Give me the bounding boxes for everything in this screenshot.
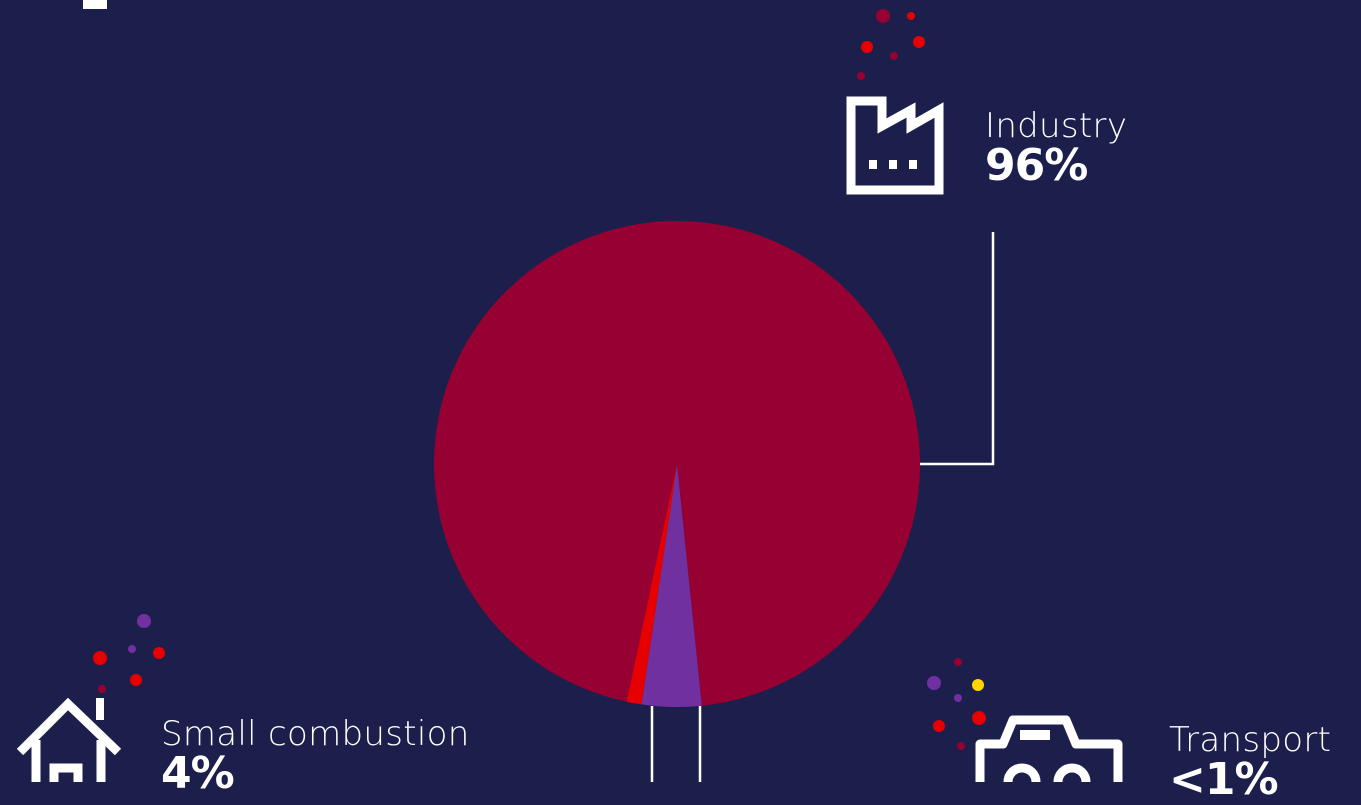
pie-slices — [434, 221, 920, 707]
pie-chart — [16, 9, 1123, 782]
industry-name: Industry — [985, 106, 1128, 146]
factory-windows — [869, 160, 917, 169]
small-combustion-label: Small combustion 4% — [161, 716, 470, 796]
pie-slice-transport — [626, 464, 677, 705]
factory-icon — [846, 96, 944, 195]
small-combustion-dots — [93, 614, 165, 693]
transport-value: <1% — [1169, 754, 1279, 805]
corner-mark — [83, 0, 107, 9]
car-window — [1020, 730, 1050, 740]
industry-value: 96% — [985, 140, 1088, 191]
house-icon — [16, 697, 122, 782]
industry-label: Industry 96% — [985, 108, 1127, 188]
industry-leader-line — [920, 232, 995, 466]
small-combustion-value: 4% — [161, 748, 235, 799]
small-combustion-name: Small combustion — [161, 714, 470, 754]
car-icon — [975, 715, 1123, 782]
pie-slice-small-combustion — [641, 464, 702, 707]
industry-dots — [857, 9, 925, 80]
pie-slice-industry — [434, 221, 920, 706]
transport-dots — [927, 658, 986, 750]
transport-label: Transport <1% — [1169, 722, 1331, 802]
transport-name: Transport — [1169, 720, 1332, 760]
